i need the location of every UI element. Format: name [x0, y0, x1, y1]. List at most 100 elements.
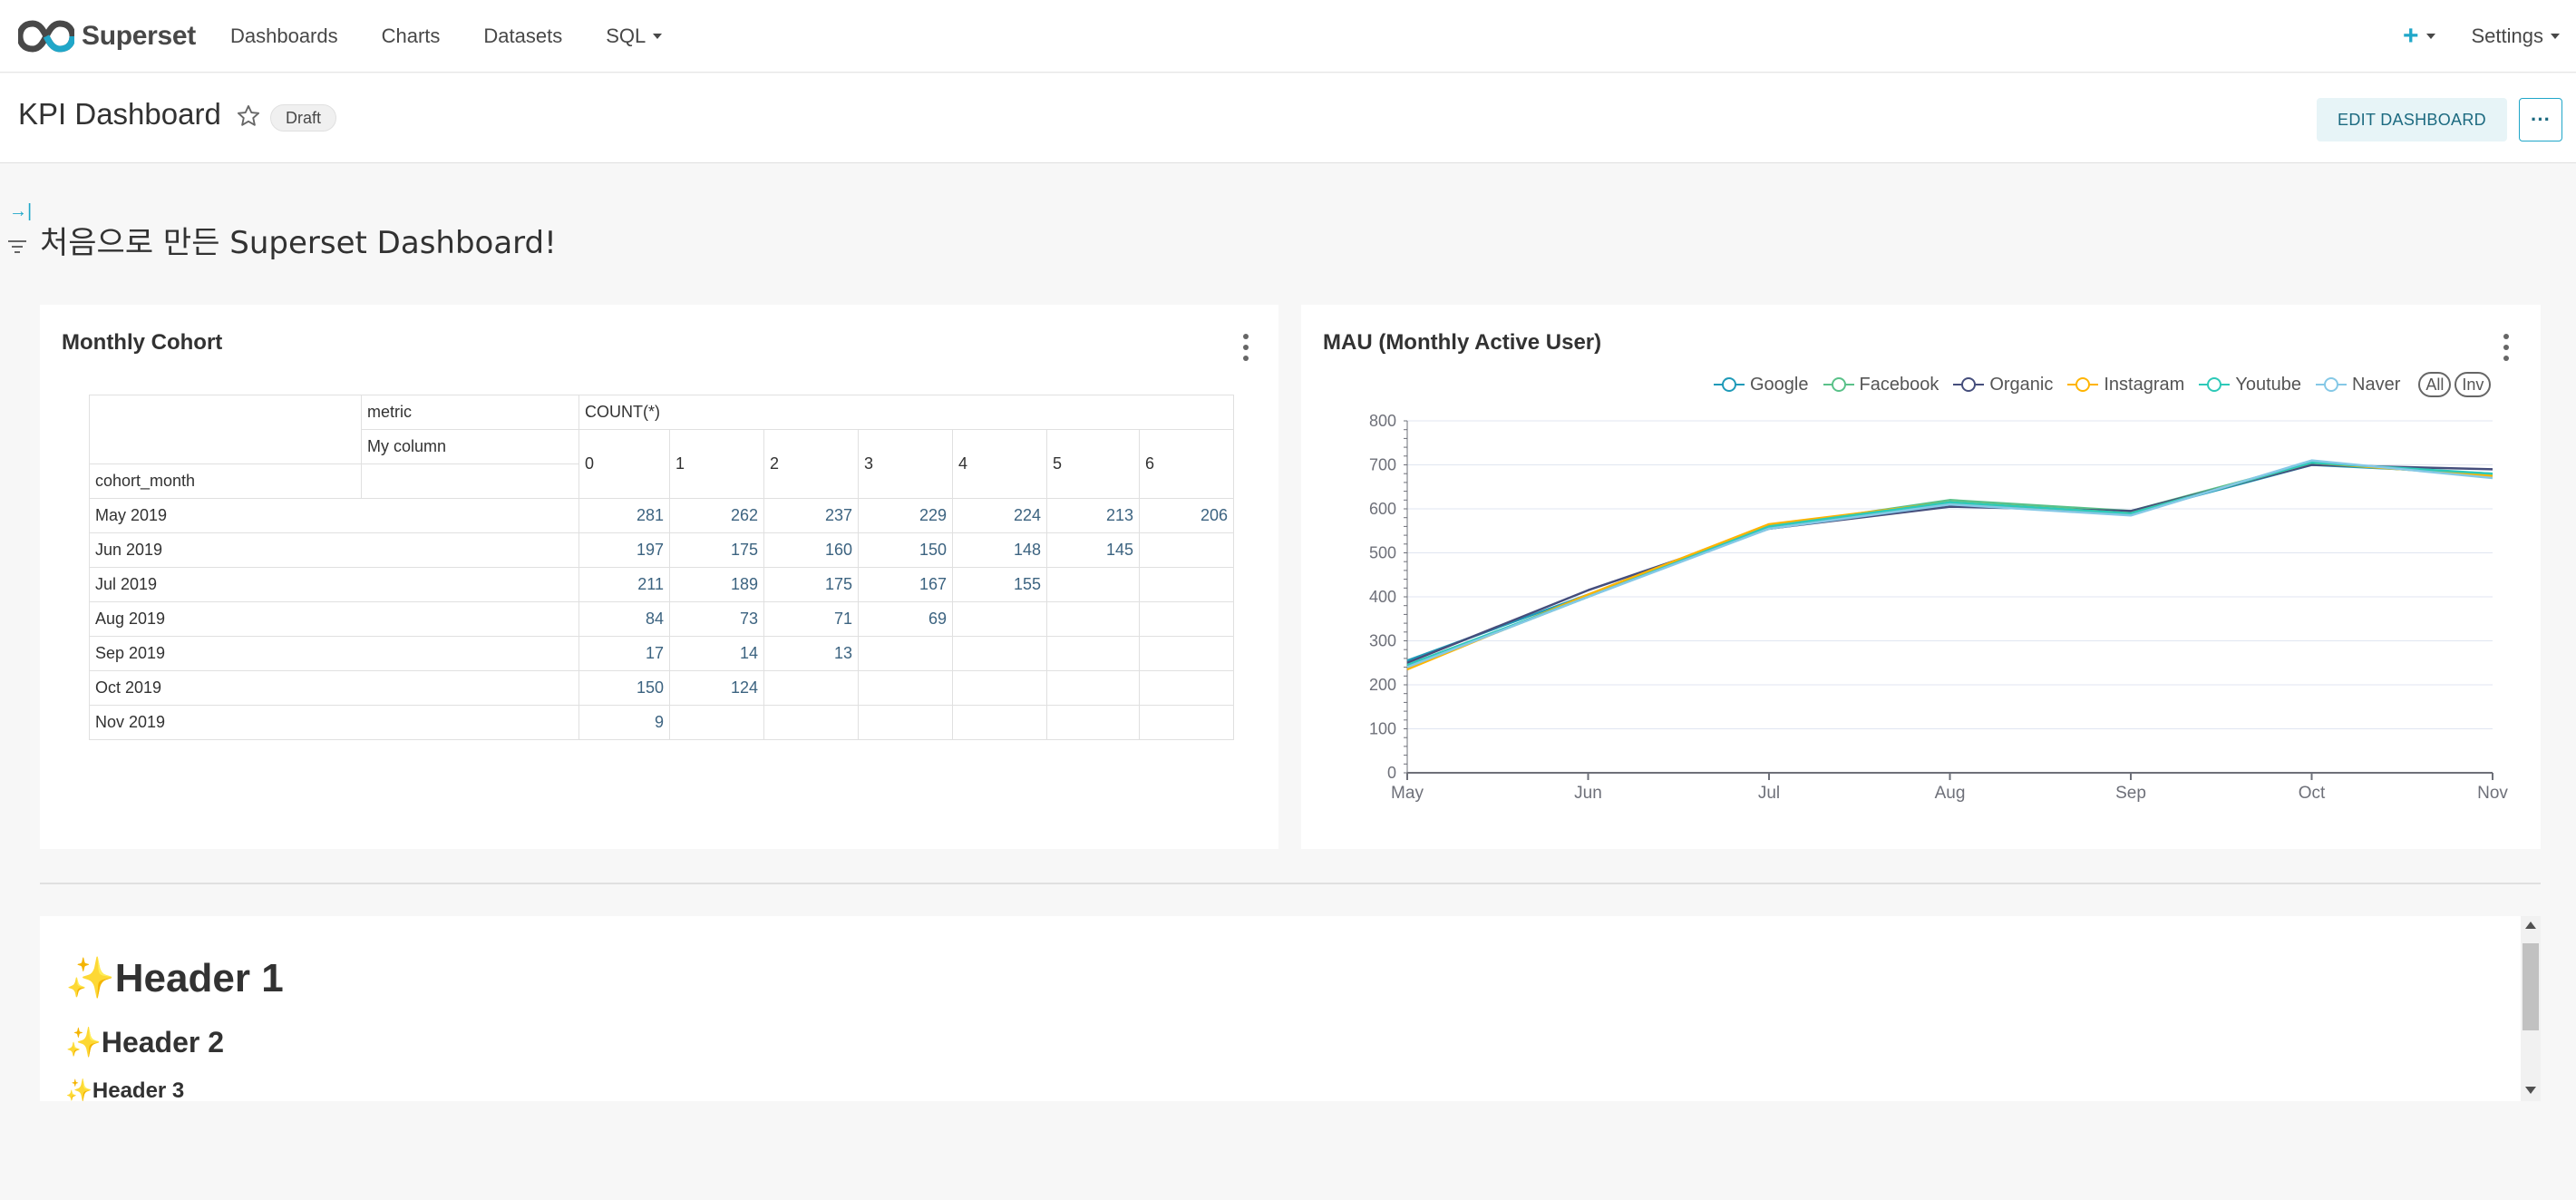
more-vertical-icon[interactable]	[1242, 334, 1249, 361]
more-vertical-icon[interactable]	[2503, 334, 2510, 361]
pivot-header-row: cohort_month	[89, 463, 1234, 499]
pivot-column-header[interactable]: 2	[763, 429, 859, 499]
pivot-cell	[1139, 532, 1234, 568]
series-line-facebook[interactable]	[1406, 461, 2493, 668]
series-line-organic[interactable]	[1406, 463, 2493, 664]
series-line-instagram[interactable]	[1406, 461, 2493, 671]
scrollbar-thumb[interactable]	[2523, 943, 2539, 1030]
y-tick-label: 800	[1369, 412, 1396, 430]
pivot-cell: 14	[669, 636, 764, 671]
series-line-google[interactable]	[1406, 463, 2493, 662]
scroll-down-icon[interactable]	[2525, 1087, 2536, 1094]
pivot-cell: 175	[669, 532, 764, 568]
pivot-cell: 13	[763, 636, 859, 671]
pivot-metric-value: COUNT(*)	[578, 395, 1234, 430]
chevron-down-icon	[653, 33, 663, 39]
pivot-column-header[interactable]: 6	[1139, 429, 1234, 499]
legend-select-all-button[interactable]: All	[2418, 372, 2452, 397]
pivot-column-header[interactable]: 1	[669, 429, 764, 499]
pivot-corner-cell	[89, 395, 362, 464]
pivot-column-label: My column	[361, 429, 579, 464]
pivot-cell	[952, 670, 1047, 706]
scroll-up-icon[interactable]	[2525, 922, 2536, 929]
table-row: Aug 2019 84 73 71 69	[89, 601, 1234, 637]
pivot-cell	[952, 636, 1047, 671]
status-badge[interactable]: Draft	[270, 104, 337, 132]
legend-item[interactable]: Naver	[2316, 375, 2400, 395]
cohort-pivot-table: metric COUNT(*) My column 0 1 2 3 4 5 6 cohort_mon…	[89, 395, 1234, 740]
pivot-header-row: My column 0 1 2 3 4 5 6	[90, 429, 1234, 499]
more-options-button[interactable]: ···	[2519, 98, 2562, 141]
dashboard-title[interactable]: KPI Dashboard	[18, 97, 221, 131]
markdown-card: ✨Header 1 ✨Header 2 ✨Header 3	[40, 916, 2541, 1101]
pivot-cell	[1139, 705, 1234, 740]
legend-item[interactable]: Instagram	[2067, 375, 2184, 395]
scrollbar[interactable]	[2521, 916, 2541, 1101]
legend-item[interactable]: Youtube	[2199, 375, 2301, 395]
pivot-cell: 224	[952, 498, 1047, 533]
plus-icon: +	[2402, 21, 2419, 51]
pivot-cell	[1046, 670, 1140, 706]
pivot-cell: 160	[763, 532, 859, 568]
pivot-cell: 69	[858, 601, 953, 637]
chart-legend: Google Facebook Organic Instagram Youtube Nav…	[1714, 372, 2492, 397]
pivot-cell	[1046, 601, 1140, 637]
brand[interactable]: Superset	[18, 0, 196, 73]
card-title: MAU (Monthly Active User)	[1323, 330, 1602, 355]
edit-dashboard-button[interactable]: EDIT DASHBOARD	[2317, 98, 2507, 141]
pivot-cell: 281	[578, 498, 670, 533]
filter-icon[interactable]	[7, 238, 27, 256]
pivot-column-header[interactable]: 4	[952, 429, 1047, 499]
legend-label: Organic	[1989, 374, 2054, 395]
pivot-cell: 229	[858, 498, 953, 533]
settings-label: Settings	[2471, 24, 2544, 47]
settings-menu[interactable]: Settings	[2471, 24, 2560, 48]
x-tick-label: May	[1391, 784, 1424, 803]
pivot-column-header[interactable]: 5	[1046, 429, 1140, 499]
table-row: Jul 2019 211 189 175 167 155	[89, 567, 1234, 602]
top-navbar: Superset Dashboards Charts Datasets SQL …	[0, 0, 2576, 73]
legend-item[interactable]: Facebook	[1823, 375, 1939, 395]
new-menu-button[interactable]: +	[2403, 21, 2435, 52]
pivot-row-header: Jun 2019	[89, 532, 579, 568]
pivot-cell	[669, 705, 764, 740]
expand-filter-bar-icon[interactable]: →|	[9, 201, 33, 221]
x-tick-label: Oct	[2299, 784, 2326, 803]
legend-marker-icon	[2067, 376, 2099, 394]
nav-datasets[interactable]: Datasets	[483, 24, 562, 48]
pivot-column-header[interactable]: 0	[578, 429, 670, 499]
nav-dashboards[interactable]: Dashboards	[230, 24, 338, 48]
legend-item[interactable]: Organic	[1953, 375, 2053, 395]
pivot-cell	[763, 670, 859, 706]
pivot-cell: 84	[578, 601, 670, 637]
star-icon[interactable]	[236, 103, 261, 129]
pivot-cell: 73	[669, 601, 764, 637]
pivot-column-header[interactable]: 3	[858, 429, 953, 499]
nav-charts[interactable]: Charts	[382, 24, 441, 48]
pivot-row-header: May 2019	[89, 498, 579, 533]
pivot-cell: 189	[669, 567, 764, 602]
legend-marker-icon	[1823, 376, 1854, 394]
y-tick-label: 700	[1369, 456, 1396, 474]
pivot-row-header: Oct 2019	[89, 670, 579, 706]
nav-sql-menu[interactable]: SQL	[606, 24, 663, 48]
legend-marker-icon	[1714, 376, 1745, 394]
y-tick-label: 600	[1369, 500, 1396, 518]
legend-invert-button[interactable]: Inv	[2454, 372, 2492, 397]
pivot-cell	[1139, 670, 1234, 706]
legend-item[interactable]: Google	[1714, 375, 1809, 395]
pivot-cell: 206	[1139, 498, 1234, 533]
y-tick-label: 500	[1369, 544, 1396, 562]
pivot-cell: 150	[578, 670, 670, 706]
pivot-blank-cell	[361, 463, 579, 499]
x-tick-label: Jul	[1758, 784, 1780, 803]
pivot-cell: 262	[669, 498, 764, 533]
series-line-youtube[interactable]	[1406, 461, 2493, 667]
pivot-cell	[1046, 705, 1140, 740]
pivot-cell	[858, 636, 953, 671]
nav-dashboards-label: Dashboards	[229, 24, 338, 47]
pivot-cell	[1139, 636, 1234, 671]
legend-label: Google	[1750, 374, 1809, 395]
series-line-naver[interactable]	[1406, 459, 2493, 668]
pivot-row-header: Aug 2019	[89, 601, 579, 637]
